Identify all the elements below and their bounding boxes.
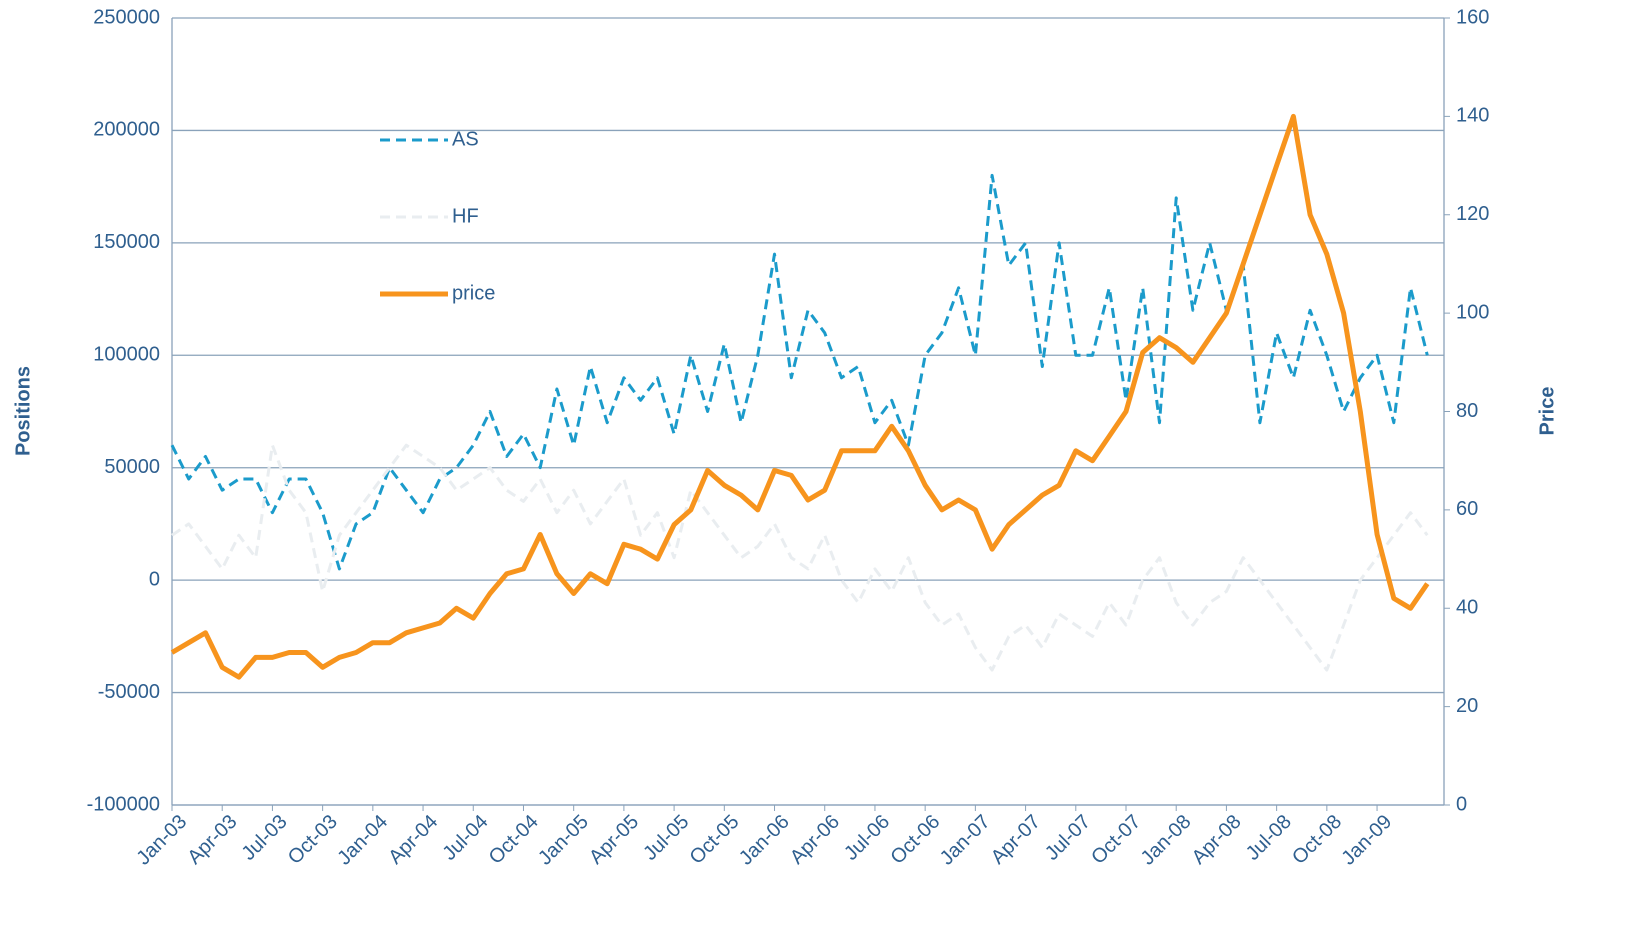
- x-tick-label: Jan-07: [936, 811, 995, 870]
- x-tick-label: Apr-07: [987, 811, 1045, 869]
- y-tick-label: 250000: [93, 6, 160, 28]
- y-tick-label: 100000: [93, 344, 160, 366]
- x-tick-label: Jul-03: [238, 811, 292, 865]
- x-tick-label: Jan-09: [1338, 811, 1397, 870]
- x-tick-label: Oct-05: [686, 811, 744, 869]
- x-tick-label: Oct-07: [1087, 811, 1145, 869]
- x-tick-label: Jul-07: [1041, 811, 1095, 865]
- y2-tick-label: 40: [1456, 597, 1478, 619]
- x-tick-label: Jul-05: [639, 811, 693, 865]
- y2-axis-label: Price: [1536, 387, 1558, 436]
- x-tick-label: Oct-04: [485, 811, 543, 869]
- y-tick-label: 150000: [93, 231, 160, 253]
- y-tick-label: -100000: [87, 793, 160, 815]
- y2-tick-label: 140: [1456, 105, 1489, 127]
- y-tick-label: -50000: [98, 681, 160, 703]
- series-line: [171, 443, 1429, 672]
- x-tick-label: Apr-04: [384, 811, 442, 869]
- legend-label: price: [452, 282, 495, 304]
- series-line: [170, 173, 1429, 571]
- y2-tick-label: 120: [1456, 203, 1489, 225]
- x-tick-label: Jul-04: [438, 811, 492, 865]
- x-tick-label: Jan-06: [735, 811, 794, 870]
- x-tick-label: Oct-03: [284, 811, 342, 869]
- y2-tick-label: 20: [1456, 695, 1478, 717]
- x-tick-label: Jan-08: [1137, 811, 1196, 870]
- x-tick-label: Jul-08: [1242, 811, 1296, 865]
- series-line: [170, 113, 1430, 680]
- x-tick-label: Jan-04: [333, 811, 392, 870]
- y2-tick-label: 0: [1456, 793, 1467, 815]
- y-tick-label: 200000: [93, 119, 160, 141]
- legend-label: HF: [452, 205, 479, 227]
- y-tick-label: 0: [149, 568, 160, 590]
- x-tick-label: Oct-06: [886, 811, 944, 869]
- y-tick-label: 50000: [104, 456, 160, 478]
- x-tick-label: Apr-06: [786, 811, 844, 869]
- x-tick-label: Apr-08: [1188, 811, 1246, 869]
- y-axis-label: Positions: [12, 366, 34, 456]
- x-tick-label: Apr-05: [585, 811, 643, 869]
- x-tick-label: Jul-06: [840, 811, 894, 865]
- x-tick-label: Jan-05: [534, 811, 593, 870]
- y2-tick-label: 160: [1456, 6, 1489, 28]
- y2-tick-label: 60: [1456, 498, 1478, 520]
- y2-tick-label: 80: [1456, 400, 1478, 422]
- x-tick-label: Jan-03: [132, 811, 191, 870]
- legend-label: AS: [452, 128, 479, 150]
- x-tick-label: Oct-08: [1288, 811, 1346, 869]
- y2-tick-label: 100: [1456, 301, 1489, 323]
- x-tick-label: Apr-03: [183, 811, 241, 869]
